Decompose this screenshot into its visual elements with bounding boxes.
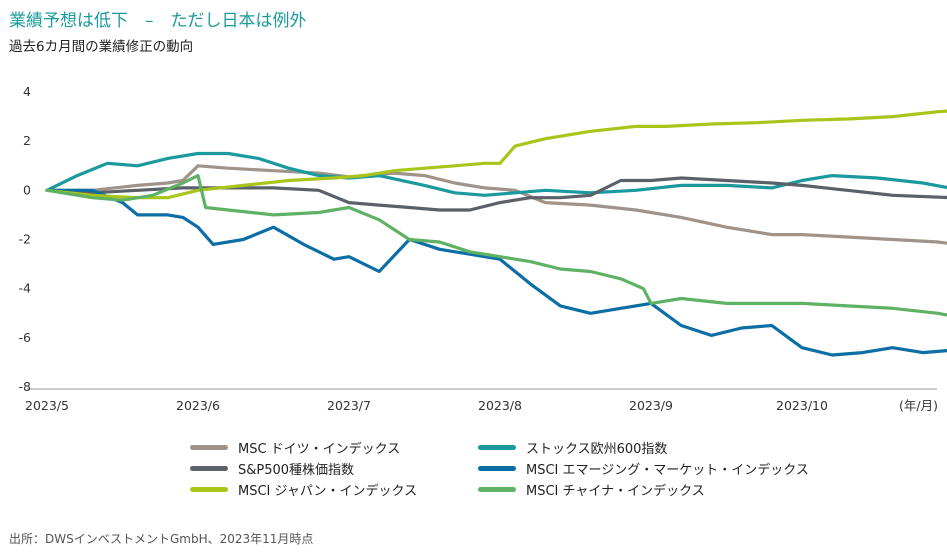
y-tick-label: -4	[19, 281, 32, 296]
y-tick-label: 2	[23, 133, 31, 148]
series-line-1	[45, 164, 947, 245]
x-axis-unit-label: (年/月)	[899, 398, 938, 413]
x-tick-label: 2023/9	[629, 398, 673, 413]
chart-title: 業績予想は低下 – ただし日本は例外	[9, 11, 307, 31]
x-tick-label: 2023/10	[776, 398, 828, 413]
series-line-5	[45, 109, 947, 200]
y-tick-label: -8	[19, 379, 32, 394]
y-tick-label: 0	[23, 182, 31, 197]
chart-subtitle: 過去6カ月間の業績修正の動向	[9, 39, 194, 55]
x-tick-label: 2023/5	[25, 398, 69, 413]
y-tick-label: 4	[23, 84, 31, 99]
x-tick-label: 2023/6	[176, 398, 220, 413]
series-line-2	[45, 151, 947, 197]
chart-axes: 4 2 0 -2 -4 -6 -8 2023/5 2023/6 2023/7 2023/8 2023/…	[19, 84, 937, 413]
x-tick-label: 2023/8	[478, 398, 522, 413]
chart-plot-area	[45, 109, 947, 357]
y-tick-label: -2	[19, 232, 31, 247]
y-tick-label: -6	[19, 330, 32, 345]
series-line-3	[45, 176, 947, 212]
series-line-4	[45, 188, 947, 357]
series-line-6	[45, 174, 947, 317]
source-note: 出所：DWSインベストメントGmbH、2023年11月時点	[9, 532, 314, 546]
x-tick-label: 2023/7	[327, 398, 371, 413]
